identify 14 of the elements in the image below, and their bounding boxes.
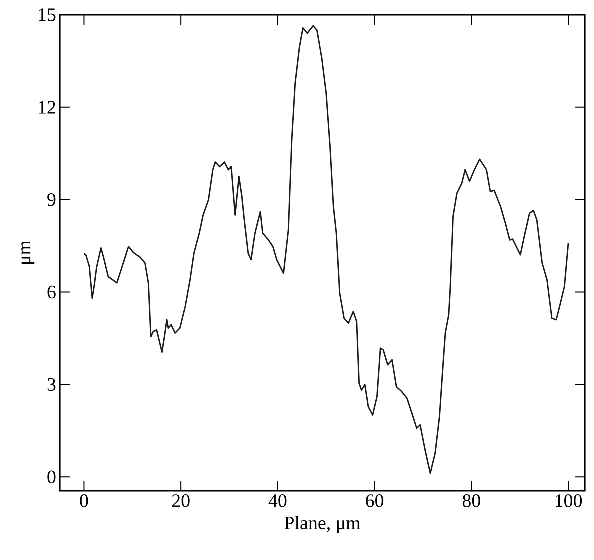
y-tick-label: 3 bbox=[48, 378, 56, 392]
x-tick-label: 0 bbox=[80, 494, 88, 508]
x-tick-label: 40 bbox=[268, 494, 287, 508]
y-axis-title: μm bbox=[22, 240, 35, 264]
y-tick-label: 6 bbox=[48, 286, 56, 299]
y-tick-label: 15 bbox=[39, 8, 56, 22]
x-axis-title: Plane, μm bbox=[284, 516, 361, 534]
x-tick-label: 100 bbox=[556, 494, 582, 508]
y-tick-label: 0 bbox=[48, 470, 56, 484]
x-tick-label: 20 bbox=[172, 494, 190, 508]
x-tick-label: 60 bbox=[366, 494, 384, 508]
y-tick-label: 12 bbox=[39, 101, 56, 114]
y-tick-label: 9 bbox=[48, 193, 56, 206]
x-tick-label: 80 bbox=[462, 494, 480, 508]
